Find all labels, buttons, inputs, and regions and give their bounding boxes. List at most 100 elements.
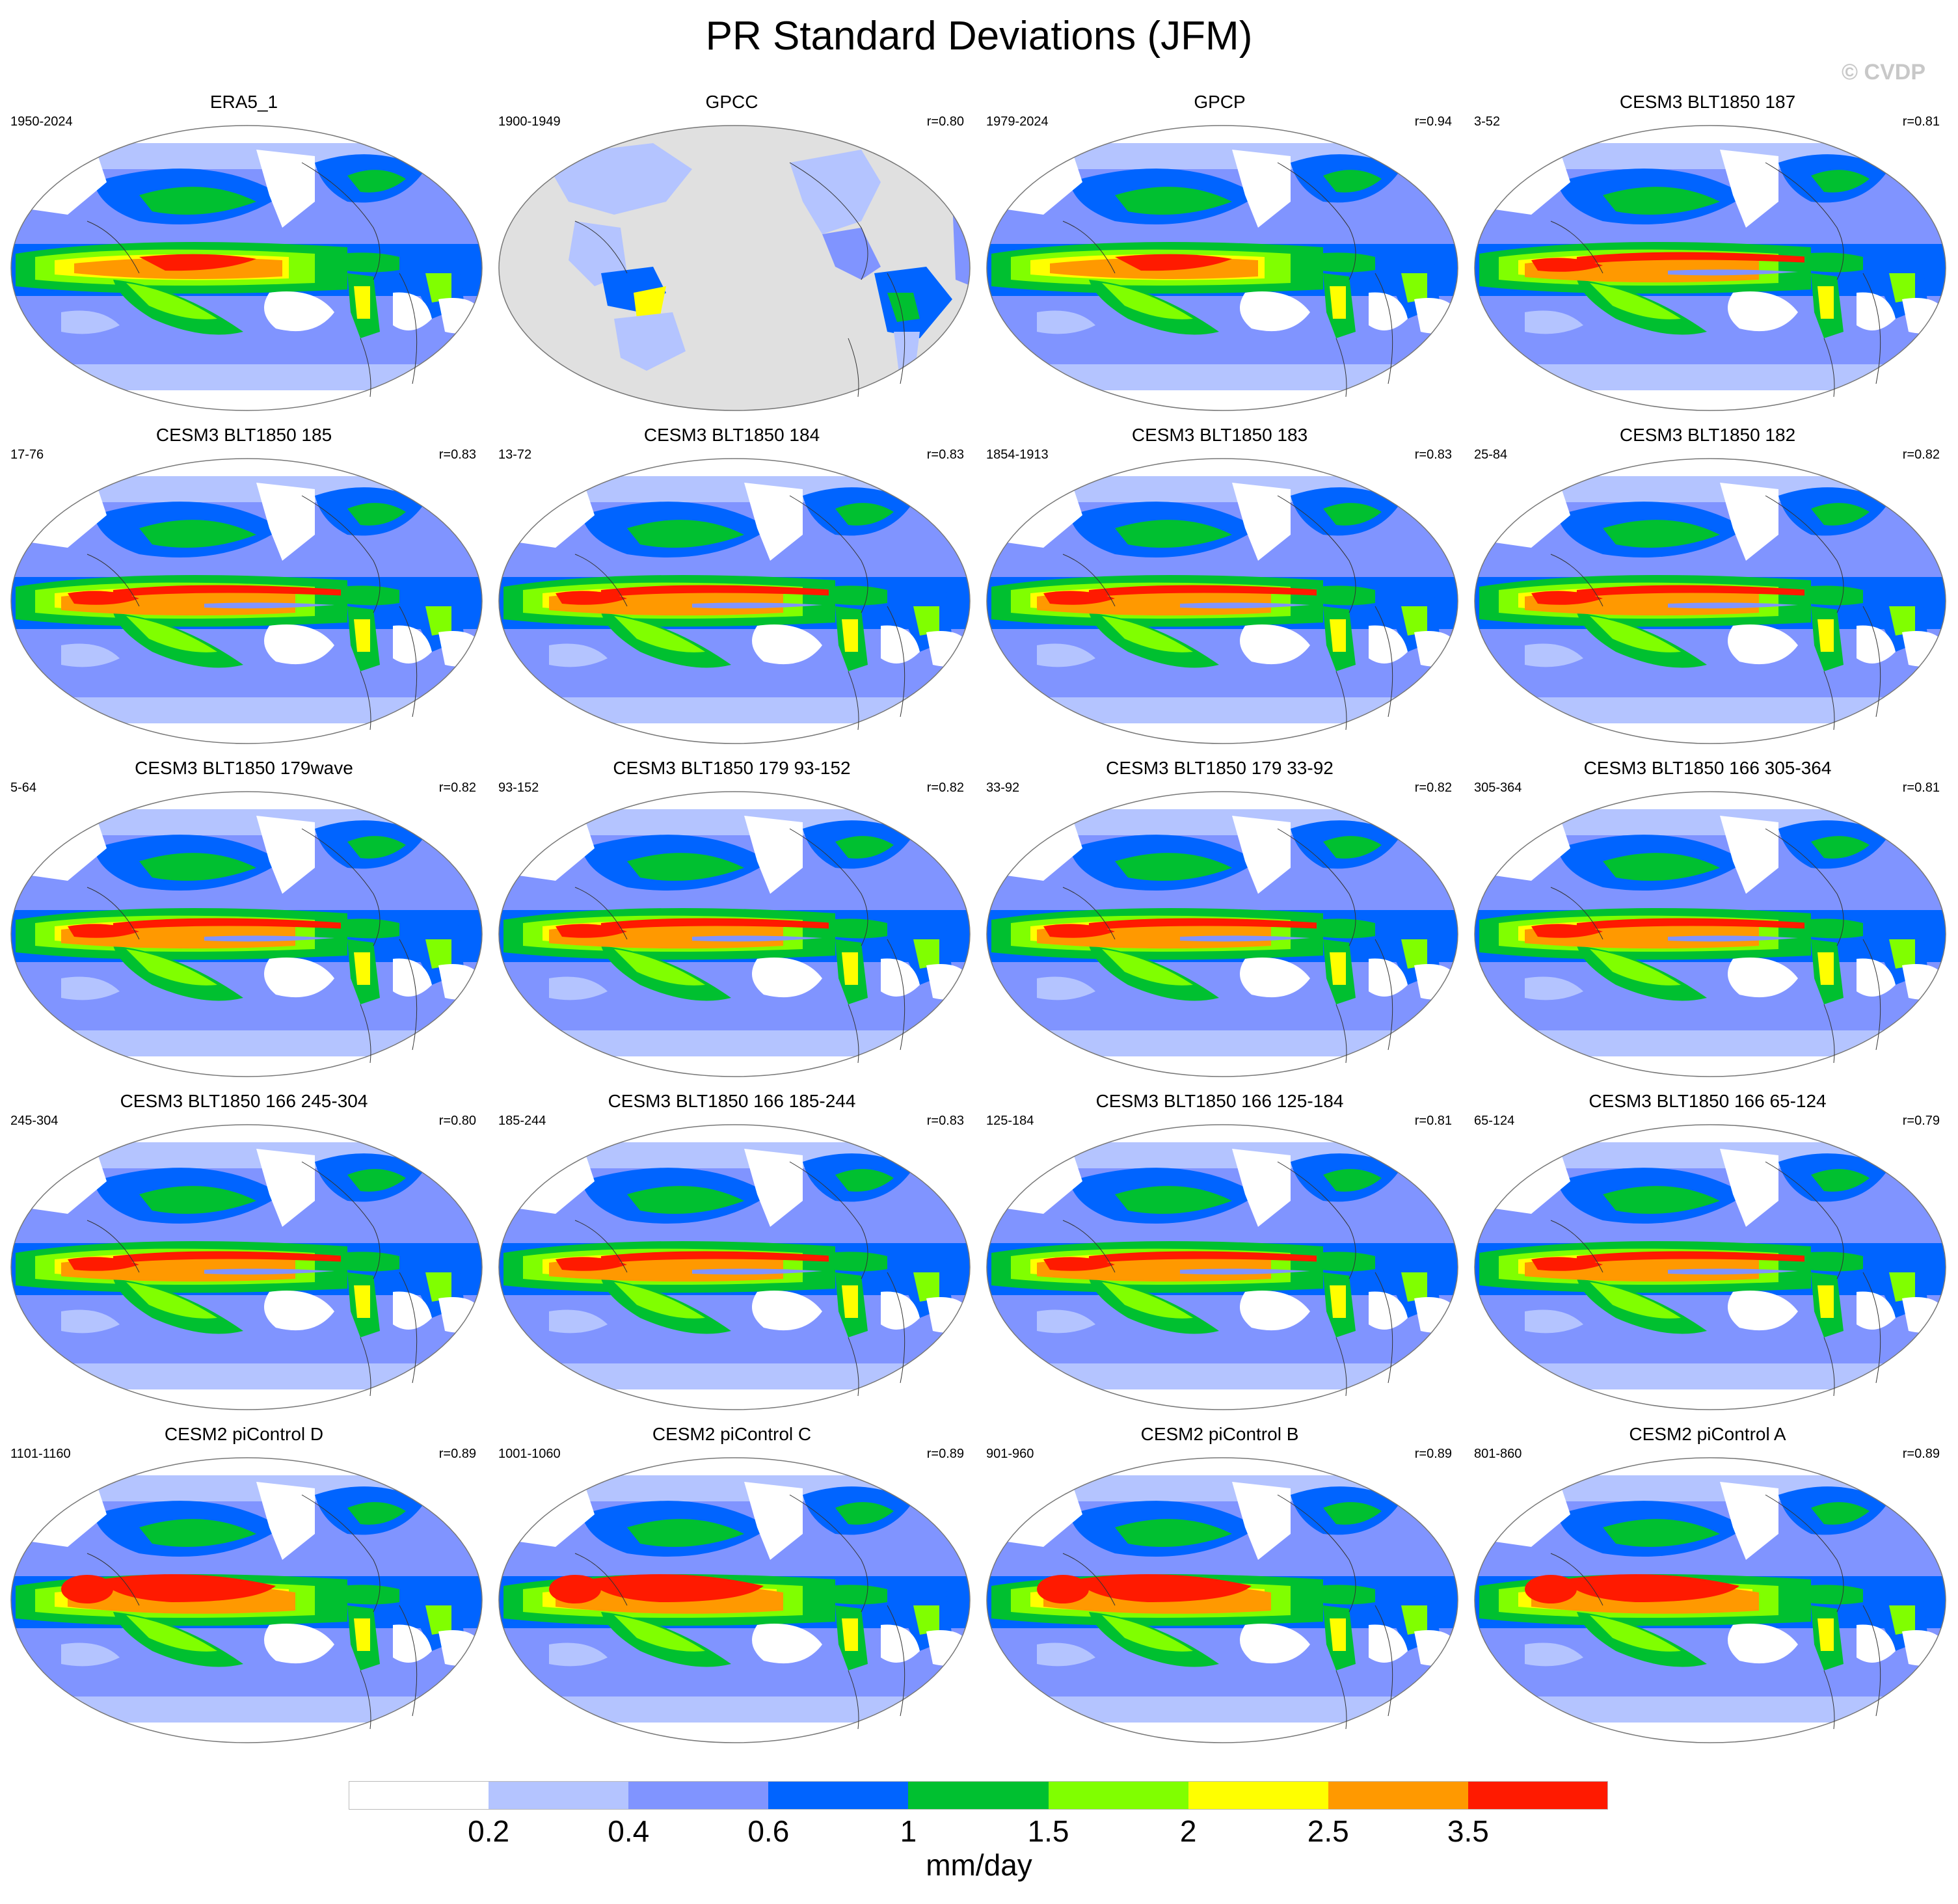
robinson-map xyxy=(986,1124,1458,1410)
map-panel: CESM3 BLT1850 182 25-84 r=0.82 xyxy=(1464,424,1951,749)
panel-title: CESM3 BLT1850 187 xyxy=(1619,92,1796,112)
panel-correlation: r=0.82 xyxy=(1902,448,1940,462)
panel-years: 3-52 xyxy=(1474,114,1501,129)
colorbar-swatch xyxy=(908,1781,1049,1810)
colorbar-tick-label: 0.2 xyxy=(468,1814,510,1848)
colorbar-units-label: mm/day xyxy=(926,1848,1032,1882)
colorbar-swatch xyxy=(628,1781,769,1810)
panel-correlation: r=0.83 xyxy=(926,1114,964,1128)
robinson-map xyxy=(10,125,483,411)
colorbar-swatch xyxy=(489,1781,629,1810)
map-panel: CESM3 BLT1850 166 305-364 305-364 r=0.81 xyxy=(1464,757,1951,1082)
globe-outline xyxy=(10,1457,483,1743)
globe-outline xyxy=(498,458,971,744)
globe-outline xyxy=(10,791,483,1077)
coastline xyxy=(87,1494,418,1730)
coastline xyxy=(574,162,905,397)
colorbar-tick-label: 0.6 xyxy=(747,1814,790,1848)
robinson-map xyxy=(986,125,1458,411)
colorbar-swatch xyxy=(1188,1781,1329,1810)
panel-correlation: r=0.89 xyxy=(438,1447,476,1461)
globe-outline xyxy=(498,791,971,1077)
panel-correlation: r=0.89 xyxy=(1902,1447,1940,1461)
coastline xyxy=(1550,1161,1881,1397)
colorbar-tick-label: 3.5 xyxy=(1447,1814,1489,1848)
cvdp-watermark: © CVDP xyxy=(1842,60,1925,85)
coastline xyxy=(87,162,418,397)
colorbar-tick-label: 2 xyxy=(1179,1814,1197,1848)
robinson-map xyxy=(498,125,971,411)
panel-correlation: r=0.82 xyxy=(1414,781,1452,795)
map-panel: CESM3 BLT1850 179 33-92 33-92 r=0.82 xyxy=(976,757,1464,1082)
panel-title: CESM3 BLT1850 183 xyxy=(1131,425,1308,445)
robinson-map xyxy=(498,1124,971,1410)
colorbar-swatch xyxy=(1328,1781,1469,1810)
coastline xyxy=(1550,1494,1881,1730)
map-panel: CESM2 piControl C 1001-1060 r=0.89 xyxy=(488,1423,976,1749)
globe-outline xyxy=(1474,1457,1946,1743)
globe-outline xyxy=(986,458,1458,744)
colorbar-tick-label: 1.5 xyxy=(1027,1814,1069,1848)
colorbar-swatch xyxy=(1468,1781,1609,1810)
coastline xyxy=(574,828,905,1064)
precip-field xyxy=(11,792,482,1077)
map-panel: GPCC 1900-1949 r=0.80 xyxy=(488,91,976,416)
panel-correlation: r=0.83 xyxy=(1414,448,1452,462)
panel-years: 1979-2024 xyxy=(986,114,1049,129)
globe-outline xyxy=(986,791,1458,1077)
precip-field xyxy=(987,126,1458,410)
panel-years: 1854-1913 xyxy=(986,448,1049,462)
robinson-map xyxy=(10,791,483,1077)
map-panel: CESM3 BLT1850 184 13-72 r=0.83 xyxy=(488,424,976,749)
panel-years: 13-72 xyxy=(498,448,532,462)
panel-title: CESM2 piControl D xyxy=(164,1424,324,1444)
map-panel: ERA5_1 1950-2024 xyxy=(0,91,488,416)
map-panel: CESM3 BLT1850 179 93-152 93-152 r=0.82 xyxy=(488,757,976,1082)
colorbar-tick-label: 0.4 xyxy=(608,1814,650,1848)
globe-outline xyxy=(1474,458,1946,744)
robinson-map xyxy=(1474,1457,1946,1743)
panel-correlation: r=0.81 xyxy=(1414,1114,1452,1128)
panel-years: 5-64 xyxy=(10,781,37,795)
robinson-map xyxy=(986,458,1458,744)
panel-correlation: r=0.81 xyxy=(1902,781,1940,795)
robinson-map xyxy=(986,1457,1458,1743)
globe-outline xyxy=(1474,791,1946,1077)
globe-outline xyxy=(986,1124,1458,1410)
panel-correlation: r=0.83 xyxy=(926,448,964,462)
globe-outline xyxy=(10,125,483,411)
panel-correlation: r=0.82 xyxy=(926,781,964,795)
coastline xyxy=(1550,495,1881,731)
panel-title: CESM3 BLT1850 166 185-244 xyxy=(608,1091,856,1111)
robinson-map xyxy=(1474,1124,1946,1410)
panel-correlation: r=0.81 xyxy=(1902,114,1940,129)
globe-outline xyxy=(498,1124,971,1410)
panel-years: 305-364 xyxy=(1474,781,1522,795)
panel-title: GPCP xyxy=(1194,92,1246,112)
map-panel: CESM2 piControl A 801-860 r=0.89 xyxy=(1464,1423,1951,1749)
map-panel: CESM3 BLT1850 185 17-76 r=0.83 xyxy=(0,424,488,749)
coastline xyxy=(574,1494,905,1730)
colorbar-swatch xyxy=(349,1781,489,1810)
globe-outline xyxy=(10,1124,483,1410)
coastline xyxy=(87,1161,418,1397)
coastline xyxy=(87,495,418,731)
colorbar-tick-label: 2.5 xyxy=(1307,1814,1349,1848)
globe-outline xyxy=(10,458,483,744)
colorbar xyxy=(349,1781,1609,1810)
coastline xyxy=(1062,1161,1393,1397)
panel-years: 245-304 xyxy=(10,1114,59,1128)
panel-correlation: r=0.80 xyxy=(438,1114,476,1128)
map-panel: CESM3 BLT1850 166 185-244 185-244 r=0.83 xyxy=(488,1090,976,1415)
panel-title: ERA5_1 xyxy=(209,92,278,112)
panel-years: 1001-1060 xyxy=(498,1447,561,1461)
coastline xyxy=(1550,162,1881,397)
map-panel: CESM3 BLT1850 166 125-184 125-184 r=0.81 xyxy=(976,1090,1464,1415)
panel-title: CESM3 BLT1850 166 305-364 xyxy=(1583,758,1832,778)
panel-years: 901-960 xyxy=(986,1447,1034,1461)
coastline xyxy=(87,828,418,1064)
panel-title: CESM3 BLT1850 166 125-184 xyxy=(1095,1091,1344,1111)
panel-title: GPCC xyxy=(705,92,758,112)
panel-title: CESM3 BLT1850 179wave xyxy=(135,758,353,778)
map-panel: CESM3 BLT1850 187 3-52 r=0.81 xyxy=(1464,91,1951,416)
